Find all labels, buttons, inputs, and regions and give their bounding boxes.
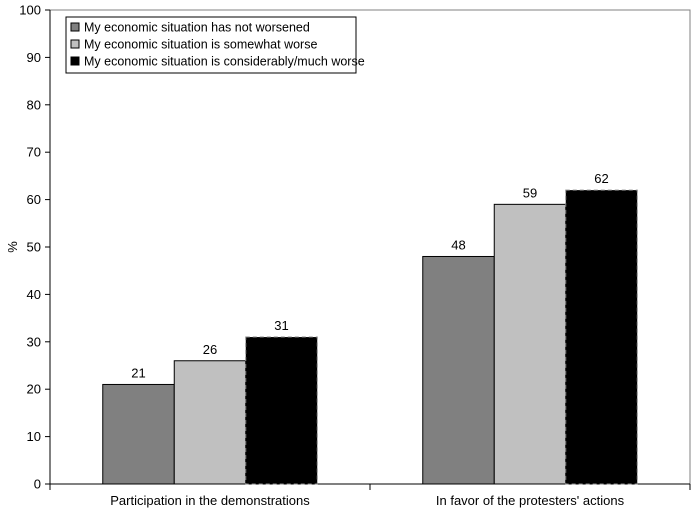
data-labels: 21 26 31 48 59 62 xyxy=(131,171,608,380)
bar-value-label: 48 xyxy=(451,237,465,252)
bar-value-label: 59 xyxy=(523,185,537,200)
bar xyxy=(493,203,567,485)
y-axis-title: % xyxy=(5,241,20,253)
bar xyxy=(422,255,495,485)
legend-label: My economic situation is somewhat worse xyxy=(84,38,317,52)
y-tick-label: 20 xyxy=(27,382,41,397)
bar xyxy=(245,336,318,485)
y-tick-label: 50 xyxy=(27,240,41,255)
x-axis: Participation in the demonstrations In fa… xyxy=(49,483,691,508)
bar-value-label: 26 xyxy=(203,342,217,357)
y-tick-label: 70 xyxy=(27,145,41,160)
y-tick-label: 80 xyxy=(27,97,41,112)
legend-swatch xyxy=(70,22,80,32)
legend-swatch xyxy=(70,39,80,49)
bar xyxy=(565,189,638,485)
bar-value-label: 62 xyxy=(594,171,608,186)
legend-label: My economic situation has not worsened xyxy=(84,21,310,35)
bar xyxy=(173,360,247,485)
y-tick-label: 90 xyxy=(27,50,41,65)
bar-value-label: 21 xyxy=(131,365,145,380)
y-tick-label: 40 xyxy=(27,287,41,302)
y-tick-label: 10 xyxy=(27,429,41,444)
bar xyxy=(102,383,175,485)
bar-value-label: 31 xyxy=(274,318,288,333)
x-category-label: In favor of the protesters' actions xyxy=(436,493,625,508)
y-tick-label: 60 xyxy=(27,192,41,207)
legend-label: My economic situation is considerably/mu… xyxy=(84,55,365,69)
bars xyxy=(102,189,638,485)
y-tick-label: 100 xyxy=(19,3,41,18)
legend-swatch xyxy=(70,56,80,66)
legend: My economic situation has not worsened My… xyxy=(65,16,365,74)
y-tick-label: 30 xyxy=(27,334,41,349)
legend-box xyxy=(65,16,357,74)
x-category-label: Participation in the demonstrations xyxy=(110,493,310,508)
y-tick-label: 0 xyxy=(34,477,41,492)
